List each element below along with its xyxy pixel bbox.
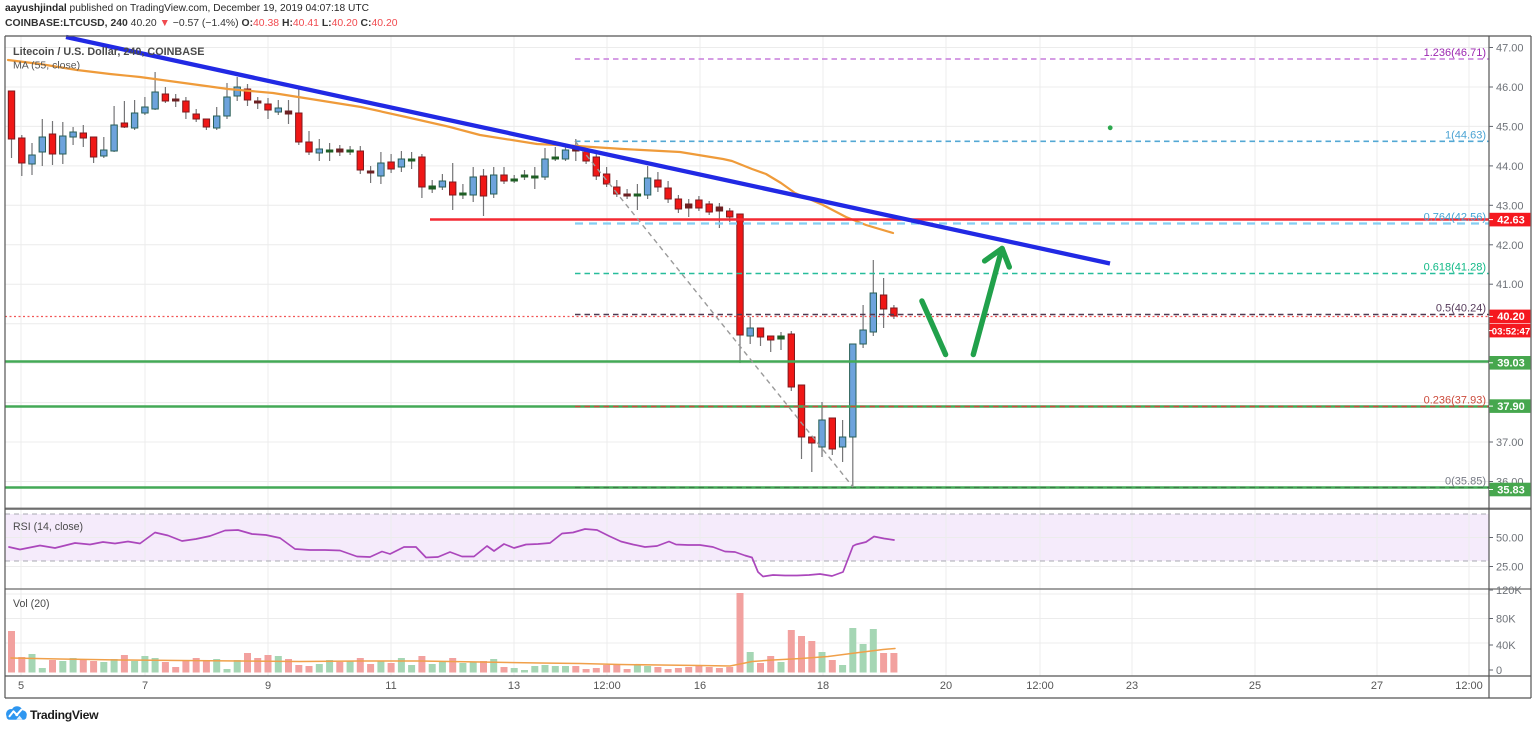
svg-text:45.00: 45.00 xyxy=(1496,121,1524,133)
svg-text:0(35.85): 0(35.85) xyxy=(1445,476,1486,488)
svg-text:40.20: 40.20 xyxy=(1497,311,1525,323)
svg-text:16: 16 xyxy=(694,680,706,692)
svg-text:27: 27 xyxy=(1371,680,1383,692)
svg-text:1.236(46.71): 1.236(46.71) xyxy=(1424,47,1486,59)
svg-text:47.00: 47.00 xyxy=(1496,43,1524,55)
svg-text:41.00: 41.00 xyxy=(1496,279,1524,291)
svg-text:18: 18 xyxy=(817,680,829,692)
svg-text:25.00: 25.00 xyxy=(1496,562,1524,574)
svg-text:03:52:47: 03:52:47 xyxy=(1492,326,1530,337)
svg-text:43.00: 43.00 xyxy=(1496,200,1524,212)
svg-text:25: 25 xyxy=(1249,680,1261,692)
svg-text:MA (55, close): MA (55, close) xyxy=(13,60,80,72)
svg-text:46.00: 46.00 xyxy=(1496,82,1524,94)
svg-text:42.63: 42.63 xyxy=(1497,214,1525,226)
svg-text:37.90: 37.90 xyxy=(1497,401,1525,413)
svg-text:13: 13 xyxy=(508,680,520,692)
svg-text:Litecoin / U.S. Dollar, 240, C: Litecoin / U.S. Dollar, 240, COINBASE xyxy=(13,46,204,58)
svg-text:1(44.63): 1(44.63) xyxy=(1445,129,1486,141)
svg-text:9: 9 xyxy=(265,680,271,692)
svg-text:37.00: 37.00 xyxy=(1496,437,1524,449)
svg-text:44.00: 44.00 xyxy=(1496,161,1524,173)
svg-text:7: 7 xyxy=(142,680,148,692)
svg-text:23: 23 xyxy=(1126,680,1138,692)
svg-text:12:00: 12:00 xyxy=(593,680,621,692)
svg-text:40K: 40K xyxy=(1496,640,1516,652)
svg-text:0.764(42.56): 0.764(42.56) xyxy=(1424,212,1486,224)
svg-text:20: 20 xyxy=(940,680,952,692)
svg-text:120K: 120K xyxy=(1496,585,1522,597)
svg-text:Vol (20): Vol (20) xyxy=(13,598,50,610)
svg-text:35.83: 35.83 xyxy=(1497,484,1525,496)
svg-text:0.236(37.93): 0.236(37.93) xyxy=(1424,395,1486,407)
svg-text:39.03: 39.03 xyxy=(1497,358,1525,370)
svg-text:12:00: 12:00 xyxy=(1026,680,1054,692)
svg-text:RSI (14, close): RSI (14, close) xyxy=(13,521,83,533)
svg-text:80K: 80K xyxy=(1496,614,1516,626)
svg-text:12:00: 12:00 xyxy=(1455,680,1483,692)
svg-text:11: 11 xyxy=(385,680,396,692)
svg-text:0.618(41.28): 0.618(41.28) xyxy=(1424,262,1486,274)
svg-text:42.00: 42.00 xyxy=(1496,240,1524,252)
svg-text:TradingView: TradingView xyxy=(30,708,99,722)
svg-text:50.00: 50.00 xyxy=(1496,533,1524,545)
svg-text:0: 0 xyxy=(1496,665,1502,677)
svg-text:5: 5 xyxy=(18,680,24,692)
svg-text:0.5(40.24): 0.5(40.24) xyxy=(1436,303,1486,315)
